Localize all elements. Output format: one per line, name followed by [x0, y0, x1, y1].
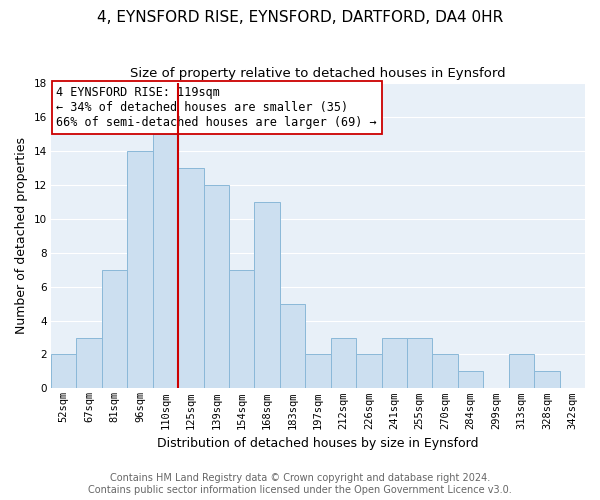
Bar: [433, 354, 458, 388]
Bar: [534, 372, 560, 388]
Bar: [102, 270, 127, 388]
Text: 4 EYNSFORD RISE: 119sqm
← 34% of detached houses are smaller (35)
66% of semi-de: 4 EYNSFORD RISE: 119sqm ← 34% of detache…: [56, 86, 377, 129]
Bar: [76, 338, 102, 388]
Bar: [382, 338, 407, 388]
Bar: [331, 338, 356, 388]
Bar: [127, 151, 152, 388]
Bar: [229, 270, 254, 388]
Bar: [407, 338, 433, 388]
Bar: [458, 372, 483, 388]
Y-axis label: Number of detached properties: Number of detached properties: [15, 137, 28, 334]
Bar: [152, 134, 178, 388]
Title: Size of property relative to detached houses in Eynsford: Size of property relative to detached ho…: [130, 68, 506, 80]
Bar: [356, 354, 382, 388]
Text: 4, EYNSFORD RISE, EYNSFORD, DARTFORD, DA4 0HR: 4, EYNSFORD RISE, EYNSFORD, DARTFORD, DA…: [97, 10, 503, 25]
Bar: [509, 354, 534, 388]
Text: Contains HM Land Registry data © Crown copyright and database right 2024.
Contai: Contains HM Land Registry data © Crown c…: [88, 474, 512, 495]
Bar: [305, 354, 331, 388]
Bar: [254, 202, 280, 388]
Bar: [280, 304, 305, 388]
Bar: [51, 354, 76, 388]
X-axis label: Distribution of detached houses by size in Eynsford: Distribution of detached houses by size …: [157, 437, 479, 450]
Bar: [203, 185, 229, 388]
Bar: [178, 168, 203, 388]
